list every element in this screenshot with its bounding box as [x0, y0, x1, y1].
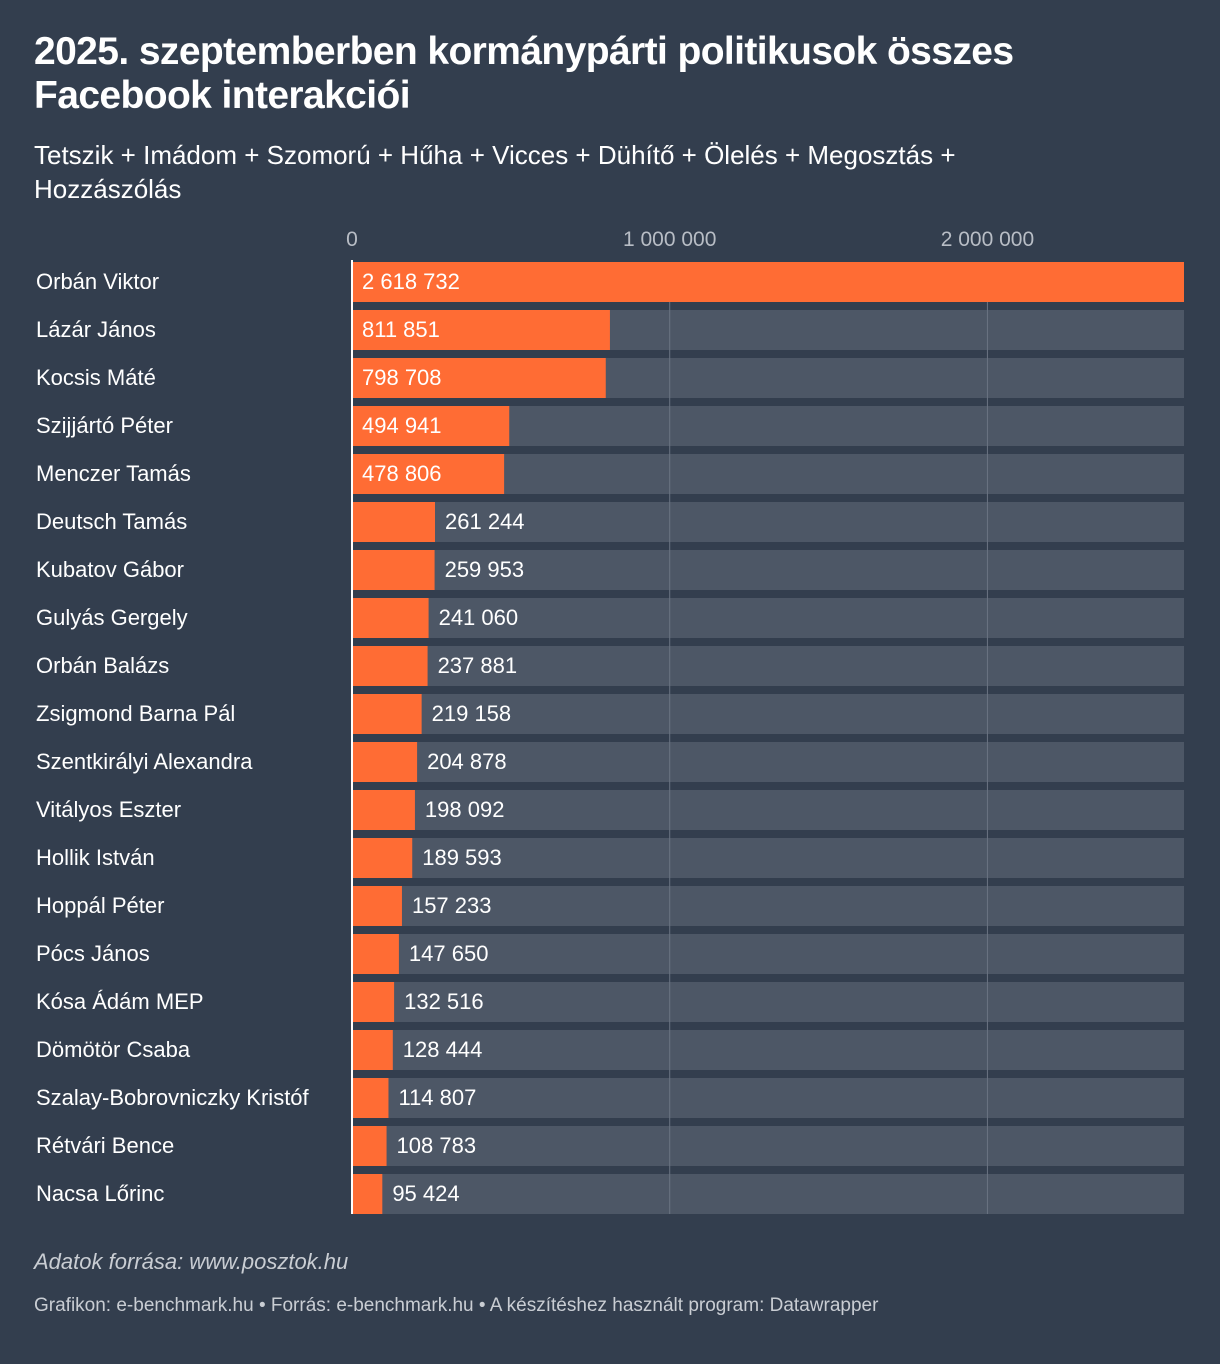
bar	[352, 1174, 383, 1214]
bar	[352, 598, 429, 638]
category-label: Vitályos Eszter	[36, 797, 181, 822]
bar-track	[352, 502, 1184, 542]
bar	[352, 502, 436, 542]
bar	[352, 742, 418, 782]
category-label: Dömötör Csaba	[36, 1037, 191, 1062]
value-label: 261 244	[445, 509, 525, 534]
bar	[352, 646, 428, 686]
category-label: Szentkirályi Alexandra	[36, 749, 253, 774]
category-label: Pócs János	[36, 941, 150, 966]
bar-track	[352, 742, 1184, 782]
x-tick-label: 1 000 000	[623, 228, 716, 251]
bar	[352, 886, 402, 926]
bar	[352, 550, 435, 590]
bar	[352, 934, 399, 974]
bar	[352, 1030, 393, 1070]
category-label: Hollik István	[36, 845, 155, 870]
category-label: Kocsis Máté	[36, 365, 156, 390]
credits-footer: Grafikon: e-benchmark.hu • Forrás: e-ben…	[34, 1295, 879, 1316]
bar-track	[352, 1174, 1184, 1214]
bar	[352, 982, 395, 1022]
bar	[352, 838, 413, 878]
x-tick-label: 2 000 000	[941, 228, 1034, 251]
category-label: Szalay-Bobrovniczky Kristóf	[36, 1085, 310, 1110]
bar	[352, 262, 1184, 302]
value-label: 189 593	[422, 845, 502, 870]
bar	[352, 1078, 389, 1118]
value-label: 128 444	[403, 1037, 483, 1062]
source-note: Adatok forrása: www.posztok.hu	[34, 1249, 349, 1274]
bar-track	[352, 934, 1184, 974]
bar-track	[352, 598, 1184, 638]
bar-track	[352, 1126, 1184, 1166]
value-label: 108 783	[397, 1133, 477, 1158]
bar	[352, 310, 610, 350]
category-label: Nacsa Lőrinc	[36, 1181, 164, 1206]
category-label: Lázár János	[36, 317, 156, 342]
value-label: 241 060	[439, 605, 519, 630]
bar-track	[352, 790, 1184, 830]
value-label: 198 092	[425, 797, 505, 822]
category-label: Orbán Viktor	[36, 269, 159, 294]
category-label: Rétvári Bence	[36, 1133, 174, 1158]
category-label: Gulyás Gergely	[36, 605, 188, 630]
bar-chart: 0 1 000 000 2 000 000 Orbán Viktor 2 618 732…	[36, 228, 1184, 1214]
bar	[352, 694, 422, 734]
value-label: 811 851	[362, 317, 440, 342]
value-label: 204 878	[427, 749, 507, 774]
value-label: 237 881	[438, 653, 518, 678]
x-tick-label: 0	[346, 228, 358, 251]
bar-track	[352, 982, 1184, 1022]
bar	[352, 790, 415, 830]
value-label: 494 941	[362, 413, 442, 438]
bar-track	[352, 838, 1184, 878]
value-label: 114 807	[398, 1085, 476, 1110]
bar-track	[352, 646, 1184, 686]
bar	[352, 1126, 387, 1166]
category-label: Kósa Ádám MEP	[36, 989, 204, 1014]
value-label: 147 650	[409, 941, 489, 966]
category-label: Kubatov Gábor	[36, 557, 184, 582]
value-label: 478 806	[362, 461, 442, 486]
value-label: 259 953	[445, 557, 525, 582]
bar-track	[352, 886, 1184, 926]
chart-title: 2025. szeptemberben kormánypárti politik…	[34, 30, 1014, 117]
category-label: Zsigmond Barna Pál	[36, 701, 235, 726]
bar	[352, 454, 505, 494]
category-label: Menczer Tamás	[36, 461, 191, 486]
bar-track	[352, 1078, 1184, 1118]
bar-track	[352, 1030, 1184, 1070]
value-label: 157 233	[412, 893, 492, 918]
bar-track	[352, 694, 1184, 734]
chart-subtitle: Tetszik + Imádom + Szomorú + Hűha + Vicc…	[34, 140, 956, 204]
value-label: 798 708	[362, 365, 442, 390]
value-label: 219 158	[432, 701, 512, 726]
value-label: 132 516	[404, 989, 484, 1014]
category-label: Hoppál Péter	[36, 893, 164, 918]
category-label: Deutsch Tamás	[36, 509, 187, 534]
value-label: 2 618 732	[362, 269, 460, 294]
value-label: 95 424	[392, 1181, 459, 1206]
bar	[352, 358, 606, 398]
bar-track	[352, 550, 1184, 590]
bar	[352, 406, 510, 446]
category-label: Szijjártó Péter	[36, 413, 173, 438]
category-label: Orbán Balázs	[36, 653, 169, 678]
